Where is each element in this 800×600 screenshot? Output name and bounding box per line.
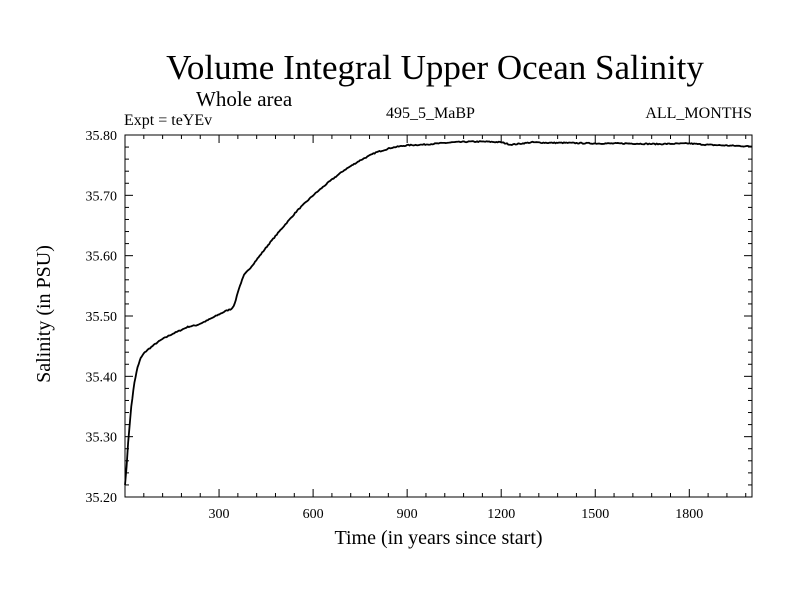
months-label: ALL_MONTHS [645, 105, 752, 122]
y-tick-label: 35.20 [86, 491, 118, 506]
y-tick-label: 35.40 [86, 370, 118, 385]
y-tick-label: 35.80 [86, 129, 118, 144]
experiment-label: Expt = teYEv [124, 112, 213, 129]
chart-title: Volume Integral Upper Ocean Salinity [166, 48, 704, 87]
x-tick-label: 900 [397, 507, 418, 522]
y-tick-label: 35.30 [86, 431, 118, 446]
x-axis-label: Time (in years since start) [334, 527, 543, 549]
x-tick-label: 1500 [581, 507, 609, 522]
salinity-series-line [124, 140, 753, 486]
period-label: 495_5_MaBP [386, 105, 475, 122]
y-tick-label: 35.60 [86, 250, 118, 265]
x-tick-label: 1800 [675, 507, 703, 522]
x-tick-label: 1200 [487, 507, 515, 522]
x-tick-label: 600 [303, 507, 324, 522]
x-tick-label: 300 [209, 507, 230, 522]
y-tick-label: 35.50 [86, 310, 118, 325]
chart-subtitle: Whole area [196, 87, 293, 111]
y-tick-label: 35.70 [86, 189, 118, 204]
plot-frame [124, 134, 753, 498]
ticks-group: 300 600 900 1200 1500 1800 35.20 35.30 35.40 35.5… [86, 129, 752, 522]
